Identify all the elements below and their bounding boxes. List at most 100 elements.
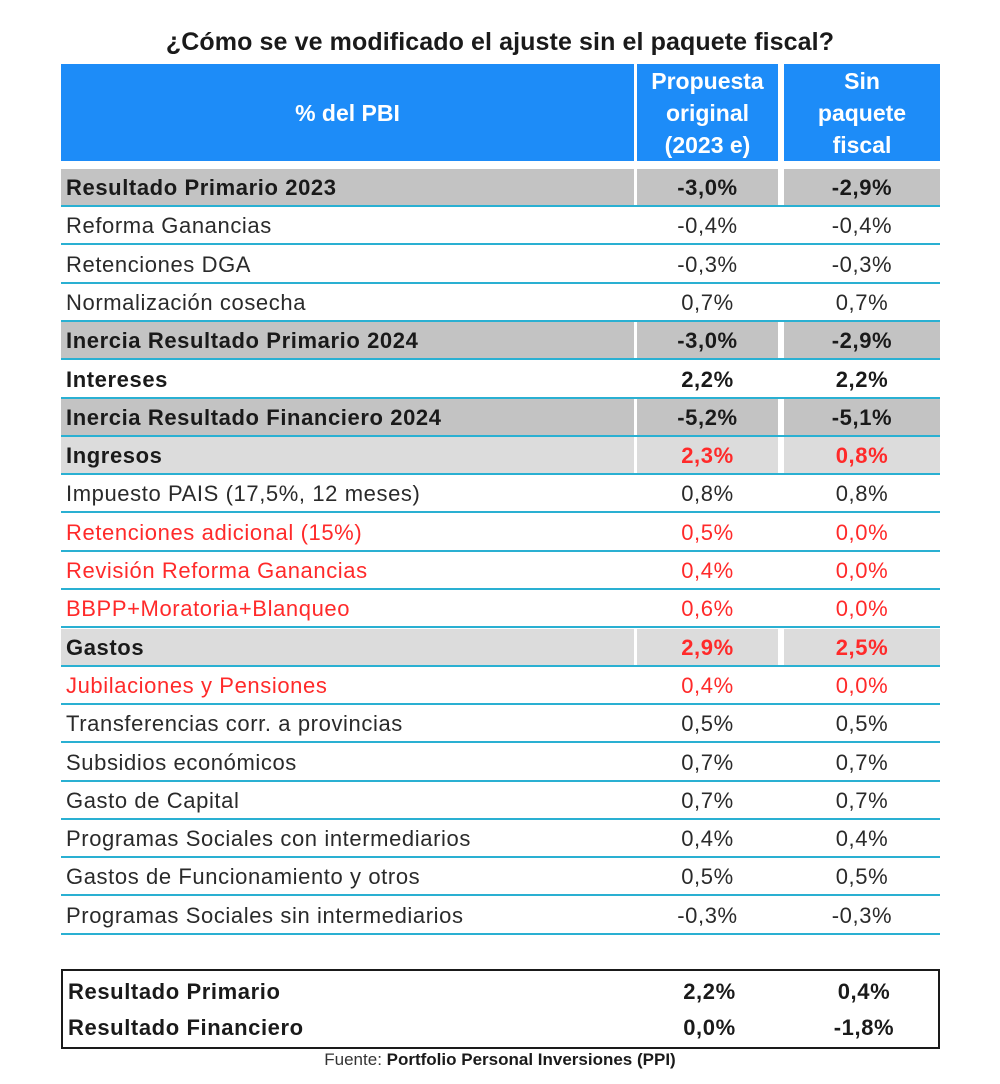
row-value-sin-paquete: -0,4% bbox=[831, 213, 893, 238]
header-col-sin-paquete-line: fiscal bbox=[832, 131, 892, 158]
row-cell-background bbox=[637, 399, 778, 435]
row-separator bbox=[61, 243, 940, 245]
row-label: Normalización cosecha bbox=[66, 290, 307, 315]
table-row: Reforma Ganancias -0,4% -0,4% bbox=[61, 207, 940, 245]
summary-label: Resultado Primario bbox=[68, 979, 281, 1004]
row-value-original: 0,4% bbox=[681, 673, 734, 698]
row-value-sin-paquete: 2,2% bbox=[835, 367, 889, 392]
row-label: Gastos bbox=[66, 635, 145, 660]
table-row: Normalización cosecha 0,7% 0,7% bbox=[61, 284, 940, 322]
row-label: Impuesto PAIS (17,5%, 12 meses) bbox=[66, 481, 421, 506]
row-value-original: 0,5% bbox=[681, 864, 734, 889]
summary-value-original: 0,0% bbox=[683, 1015, 736, 1040]
table-row: Inercia Resultado Financiero 2024 -5,2% -5… bbox=[61, 399, 940, 437]
row-separator bbox=[61, 818, 940, 820]
row-value-sin-paquete: -0,3% bbox=[831, 903, 893, 928]
row-label: Inercia Resultado Primario 2024 bbox=[66, 328, 419, 353]
row-separator bbox=[61, 358, 940, 360]
table-row: Transferencias corr. a provincias 0,5% 0,5… bbox=[61, 705, 940, 743]
row-separator bbox=[61, 894, 940, 896]
table-row: Retenciones adicional (15%) 0,5% 0,0% bbox=[61, 514, 940, 552]
summary-box: Resultado Primario 2,2% 0,4% Resultado F… bbox=[61, 969, 940, 1049]
table-row: Gastos 2,9% 2,5% bbox=[61, 629, 940, 667]
row-value-sin-paquete: 0,8% bbox=[835, 481, 889, 506]
row-cell-background bbox=[637, 169, 778, 205]
table-row: Gasto de Capital 0,7% 0,7% bbox=[61, 782, 940, 820]
row-label: Programas Sociales con intermediarios bbox=[66, 826, 471, 851]
row-cell-background bbox=[784, 169, 940, 205]
row-label: Retenciones DGA bbox=[66, 252, 252, 277]
table-row: Revisión Reforma Ganancias 0,4% 0,0% bbox=[61, 552, 940, 590]
row-value-original: 0,7% bbox=[681, 290, 734, 315]
row-value-original: 0,8% bbox=[681, 481, 734, 506]
header-col-original: Propuesta original (2023 e) bbox=[637, 64, 778, 161]
row-separator bbox=[61, 435, 940, 437]
row-label: Reforma Ganancias bbox=[66, 213, 272, 238]
row-separator bbox=[61, 473, 940, 475]
row-cell-background bbox=[61, 399, 634, 435]
table-row: Gastos de Funcionamiento y otros 0,5% 0,5% bbox=[61, 858, 940, 896]
table-row: Intereses 2,2% 2,2% bbox=[61, 361, 940, 399]
row-value-sin-paquete: -0,3% bbox=[831, 252, 893, 277]
row-cell-background bbox=[61, 322, 634, 358]
row-label: Revisión Reforma Ganancias bbox=[66, 558, 368, 583]
header-col-sin-paquete-line: Sin bbox=[844, 67, 880, 94]
table-row: Programas Sociales sin intermediarios -0,… bbox=[61, 897, 940, 935]
row-cell-background bbox=[784, 437, 940, 473]
row-separator bbox=[61, 550, 940, 552]
table-row: BBPP+Moratoria+Blanqueo 0,6% 0,0% bbox=[61, 590, 940, 628]
row-value-original: 0,7% bbox=[681, 750, 734, 775]
row-value-original: -3,0% bbox=[677, 328, 738, 353]
header-col-original-line: Propuesta bbox=[651, 67, 764, 94]
row-cell-background bbox=[784, 399, 940, 435]
row-cell-background bbox=[61, 169, 634, 205]
table-row: Impuesto PAIS (17,5%, 12 meses) 0,8% 0,8% bbox=[61, 475, 940, 513]
row-value-original: 0,5% bbox=[681, 711, 734, 736]
row-value-original: -0,3% bbox=[677, 903, 738, 928]
row-cell-background bbox=[784, 629, 940, 665]
row-value-sin-paquete: 0,5% bbox=[835, 711, 889, 736]
row-separator bbox=[61, 703, 940, 705]
row-cell-background bbox=[637, 437, 778, 473]
source-name: Portfolio Personal Inversiones (PPI) bbox=[386, 1050, 676, 1069]
row-value-original: -3,0% bbox=[677, 175, 738, 200]
row-value-sin-paquete: -2,9% bbox=[831, 328, 893, 353]
summary-row: Resultado Financiero 0,0% -1,8% bbox=[63, 1009, 938, 1047]
row-value-original: 2,3% bbox=[681, 443, 734, 468]
summary-value-sin-paquete: -1,8% bbox=[833, 1015, 895, 1040]
row-separator bbox=[61, 511, 940, 513]
row-value-sin-paquete: 2,5% bbox=[835, 635, 889, 660]
row-label: Subsidios económicos bbox=[66, 750, 297, 775]
row-value-sin-paquete: 0,5% bbox=[835, 864, 889, 889]
header-col-original-line: (2023 e) bbox=[664, 131, 751, 158]
row-value-sin-paquete: 0,4% bbox=[835, 826, 889, 851]
row-separator bbox=[61, 205, 940, 207]
row-value-sin-paquete: 0,0% bbox=[835, 596, 889, 621]
row-label: Jubilaciones y Pensiones bbox=[66, 673, 328, 698]
row-value-original: -0,3% bbox=[677, 252, 738, 277]
header-col-original-line: original bbox=[665, 99, 750, 126]
row-separator bbox=[61, 588, 940, 590]
row-label: Transferencias corr. a provincias bbox=[66, 711, 403, 736]
summary-label: Resultado Financiero bbox=[68, 1015, 304, 1040]
row-cell-background bbox=[637, 629, 778, 665]
row-separator bbox=[61, 665, 940, 667]
table-title: ¿Cómo se ve modificado el ajuste sin el … bbox=[165, 28, 835, 56]
row-separator bbox=[61, 856, 940, 858]
header-col-sin-paquete-line: paquete bbox=[817, 99, 907, 126]
row-separator bbox=[61, 780, 940, 782]
row-value-original: -5,2% bbox=[677, 405, 738, 430]
header-col-indicator: % del PBI bbox=[61, 64, 634, 161]
source-note: Fuente: Portfolio Personal Inversiones (… bbox=[0, 1050, 1000, 1070]
row-separator bbox=[61, 282, 940, 284]
table-row: Subsidios económicos 0,7% 0,7% bbox=[61, 744, 940, 782]
row-separator bbox=[61, 741, 940, 743]
row-value-sin-paquete: 0,8% bbox=[835, 443, 889, 468]
table-row: Jubilaciones y Pensiones 0,4% 0,0% bbox=[61, 667, 940, 705]
row-value-original: 0,4% bbox=[681, 826, 734, 851]
row-value-sin-paquete: 0,0% bbox=[835, 673, 889, 698]
row-value-sin-paquete: -5,1% bbox=[831, 405, 893, 430]
header-col-indicator-label: % del PBI bbox=[295, 99, 400, 126]
row-value-original: 2,9% bbox=[681, 635, 734, 660]
row-label: Inercia Resultado Financiero 2024 bbox=[66, 405, 442, 430]
